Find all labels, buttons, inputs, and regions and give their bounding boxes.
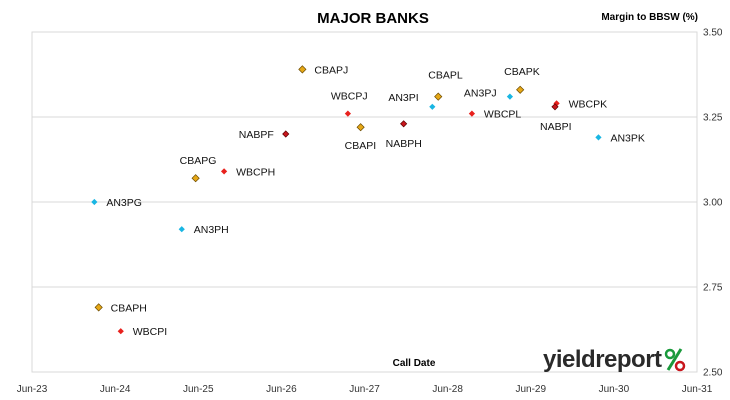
- y-tick-label: 3.00: [703, 198, 723, 209]
- data-point-wbcpi: [117, 328, 124, 335]
- x-tick-label: Jun-25: [183, 384, 214, 395]
- point-label-cbapi: CBAPI: [345, 140, 377, 152]
- data-point-an3pj: [506, 93, 514, 100]
- y-axis-title: Margin to BBSW (%): [601, 12, 698, 23]
- point-label-wbcpj: WBCPJ: [331, 91, 368, 103]
- point-label-wbcpk: WBCPK: [569, 98, 608, 110]
- point-label-cbapj: CBAPJ: [314, 64, 348, 76]
- data-point-nabpf: [282, 130, 290, 138]
- x-tick-label: Jun-29: [515, 384, 546, 395]
- data-point-cbapl: [434, 92, 443, 101]
- yieldreport-logo: yieldreport: [543, 346, 686, 374]
- x-axis-title: Call Date: [393, 358, 436, 369]
- data-point-an3pk: [595, 134, 602, 141]
- data-point-cbaph: [94, 303, 103, 312]
- point-label-cbaph: CBAPH: [111, 302, 147, 314]
- data-point-cbapg: [191, 174, 200, 183]
- point-label-cbapk: CBAPK: [504, 66, 540, 78]
- gridlines: [32, 116, 697, 288]
- y-tick-label: 3.25: [703, 113, 723, 124]
- x-tick-label: Jun-27: [349, 384, 380, 395]
- data-point-cbapi: [356, 123, 365, 132]
- point-label-wbcph: WBCPH: [236, 166, 275, 178]
- data-point-wbcpl: [468, 110, 476, 117]
- y-axis-ticks: 2.50 2.75 3.00 3.25 3.50: [703, 28, 723, 379]
- chart-title: MAJOR BANKS: [317, 10, 429, 27]
- point-label-cbapg: CBAPG: [180, 155, 217, 167]
- data-point-an3pi: [429, 103, 436, 110]
- data-point-an3ph: [178, 226, 185, 233]
- y-tick-label: 3.50: [703, 28, 723, 39]
- data-point-wbcph: [220, 168, 228, 175]
- data-point-wbcpj: [344, 110, 351, 117]
- point-label-nabph: NABPH: [386, 138, 422, 150]
- x-tick-label: Jun-26: [266, 384, 297, 395]
- x-tick-label: Jun-28: [432, 384, 463, 395]
- point-label-cbapl: CBAPL: [428, 70, 463, 82]
- data-point-cbapk: [516, 85, 525, 94]
- x-tick-label: Jun-30: [599, 384, 630, 395]
- point-label-an3pj: AN3PJ: [464, 88, 497, 100]
- percent-logo-icon: [664, 348, 685, 372]
- point-label-an3pk: AN3PK: [610, 132, 644, 144]
- point-label-nabpf: NABPF: [239, 129, 274, 141]
- point-label-wbcpi: WBCPI: [133, 326, 167, 338]
- point-label-wbcpl: WBCPL: [484, 109, 521, 121]
- y-tick-label: 2.75: [703, 283, 723, 294]
- y-tick-label: 2.50: [703, 368, 723, 379]
- data-point-nabpi: [551, 103, 559, 111]
- data-point-cbapj: [298, 65, 307, 74]
- x-tick-label: Jun-24: [100, 384, 131, 395]
- data-point-nabph: [400, 120, 408, 128]
- x-tick-label: Jun-23: [17, 384, 48, 395]
- logo-text: yieldreport: [543, 346, 662, 373]
- point-label-an3pg: AN3PG: [106, 197, 142, 209]
- point-label-an3ph: AN3PH: [194, 224, 229, 236]
- point-label-nabpi: NABPI: [540, 121, 572, 133]
- data-points: CBAPJ CBAPL CBAPK CBAPI CBAPG CBAPH WBCPJ WBCPL…: [91, 64, 645, 338]
- x-axis-ticks: Jun-23 Jun-24 Jun-25 Jun-26 Jun-27 Jun-28 Jun-…: [17, 384, 713, 395]
- x-tick-label: Jun-31: [682, 384, 713, 395]
- data-point-an3pg: [91, 198, 98, 206]
- point-label-an3pi: AN3PI: [388, 92, 418, 104]
